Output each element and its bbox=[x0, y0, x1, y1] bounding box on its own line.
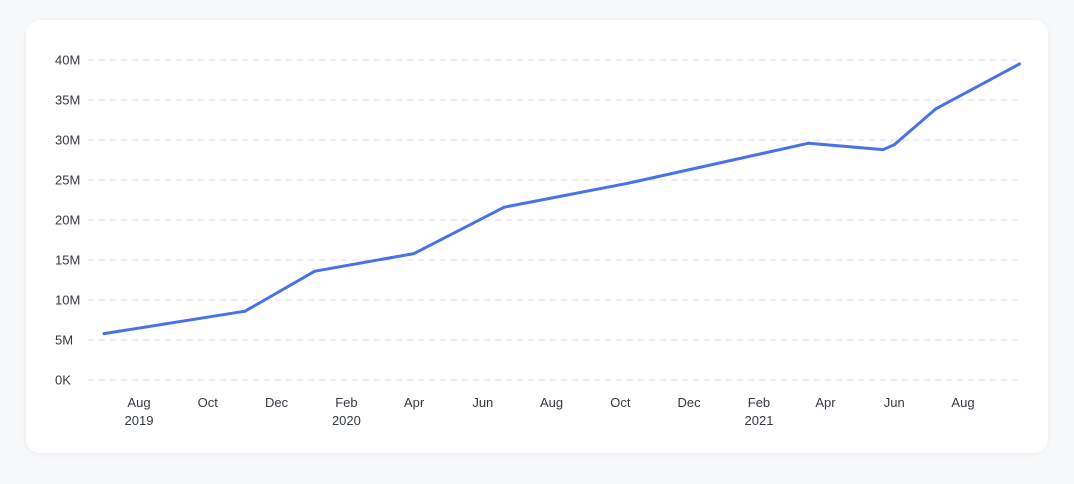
data-point bbox=[102, 332, 106, 336]
y-tick-label: 30M bbox=[55, 132, 80, 147]
x-tick-label: Jun bbox=[472, 395, 493, 410]
data-point bbox=[1017, 62, 1021, 66]
plot-area bbox=[102, 62, 1021, 336]
data-point bbox=[934, 107, 938, 111]
chart-card bbox=[26, 20, 1048, 453]
data-point bbox=[313, 269, 317, 273]
y-axis: 0K 5M 10M 15M 20M 25M 30M 35M 40M bbox=[55, 52, 80, 387]
data-point bbox=[881, 148, 885, 152]
x-tick-label: Aug bbox=[951, 395, 974, 410]
x-tick-label: Oct bbox=[610, 395, 631, 410]
x-tick-label: Feb bbox=[335, 395, 357, 410]
x-tick-label: Aug bbox=[127, 395, 150, 410]
x-tick-year-label: 2021 bbox=[745, 413, 774, 428]
x-tick-label: Jun bbox=[884, 395, 905, 410]
x-axis: Aug 2019 Oct Dec Feb 2020 Apr Jun Aug Oct Dec Feb 20… bbox=[125, 395, 975, 428]
y-tick-label: 35M bbox=[55, 92, 80, 107]
y-tick-label: 5M bbox=[55, 332, 73, 347]
x-tick-year-label: 2020 bbox=[332, 413, 361, 428]
x-tick-label: Dec bbox=[678, 395, 702, 410]
x-tick-label: Feb bbox=[748, 395, 770, 410]
x-tick-label: Apr bbox=[815, 395, 836, 410]
x-tick-label: Apr bbox=[404, 395, 425, 410]
data-point bbox=[626, 181, 630, 185]
y-tick-label: 40M bbox=[55, 52, 80, 67]
data-point bbox=[243, 309, 247, 313]
gridlines bbox=[88, 59, 1020, 381]
y-tick-label: 25M bbox=[55, 172, 80, 187]
series-line bbox=[102, 62, 1021, 336]
y-tick-label: 20M bbox=[55, 212, 80, 227]
y-tick-label: 10M bbox=[55, 292, 80, 307]
y-tick-label: 15M bbox=[55, 252, 80, 267]
x-tick-year-label: 2019 bbox=[125, 413, 154, 428]
x-tick-label: Dec bbox=[265, 395, 289, 410]
y-tick-label: 0K bbox=[55, 372, 71, 387]
data-point bbox=[892, 143, 896, 147]
x-tick-label: Aug bbox=[540, 395, 563, 410]
x-tick-label: Oct bbox=[198, 395, 219, 410]
data-point bbox=[807, 141, 811, 145]
data-point bbox=[412, 252, 416, 256]
data-point bbox=[502, 205, 506, 209]
